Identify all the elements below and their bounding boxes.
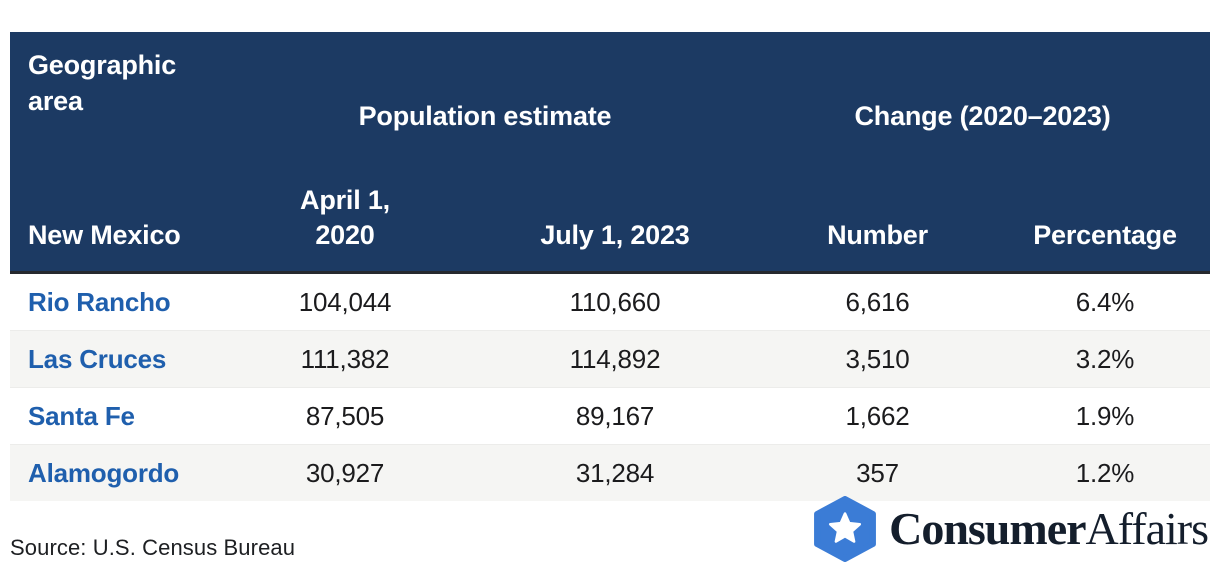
city-cell: Rio Rancho [10,274,215,330]
city-link[interactable]: Rio Rancho [28,286,171,317]
table-row: Las Cruces 111,382 114,892 3,510 3.2% [10,330,1211,387]
pop-2023-cell: 31,284 [475,444,755,501]
change-number-cell: 3,510 [755,330,1000,387]
city-cell: Alamogordo [10,444,215,501]
population-table: Geographic area Population estimate Chan… [10,32,1211,501]
pop-2023-cell: 114,892 [475,330,755,387]
city-cell: Las Cruces [10,330,215,387]
header-july-1-2023: July 1, 2023 [475,155,755,274]
change-percent-cell: 3.2% [1000,330,1211,387]
header-state-new-mexico: New Mexico [10,155,215,274]
change-percent-cell: 1.2% [1000,444,1211,501]
pop-2020-cell: 30,927 [215,444,475,501]
city-link[interactable]: Santa Fe [28,400,135,431]
table-row: Rio Rancho 104,044 110,660 6,616 6.4% [10,274,1211,330]
table-header: Geographic area Population estimate Chan… [10,32,1211,274]
table-row: Santa Fe 87,505 89,167 1,662 1.9% [10,387,1211,444]
city-link[interactable]: Las Cruces [28,343,167,374]
city-link[interactable]: Alamogordo [28,457,180,488]
header-columns-row: New Mexico April 1, 2020 July 1, 2023 Nu… [10,155,1211,274]
logo-text-affairs: Affairs [1085,503,1209,554]
change-number-cell: 357 [755,444,1000,501]
pop-2023-cell: 110,660 [475,274,755,330]
change-number-cell: 1,662 [755,387,1000,444]
table-row: Alamogordo 30,927 31,284 357 1.2% [10,444,1211,501]
header-geographic-area: Geographic area [10,32,215,155]
change-percent-cell: 1.9% [1000,387,1211,444]
consumeraffairs-logo: ConsumerAffairs [814,496,1209,562]
header-april-line2: 2020 [315,220,375,251]
hexagon-star-icon [814,496,877,562]
header-group-row: Geographic area Population estimate Chan… [10,32,1211,155]
header-number: Number [755,155,1000,274]
pop-2020-cell: 87,505 [215,387,475,444]
table-body: Rio Rancho 104,044 110,660 6,616 6.4% La… [10,274,1211,501]
pop-2020-cell: 104,044 [215,274,475,330]
logo-text-consumer: Consumer [889,503,1086,554]
header-population-estimate: Population estimate [215,32,755,155]
pop-2020-cell: 111,382 [215,330,475,387]
logo-wordmark: ConsumerAffairs [889,503,1209,554]
city-cell: Santa Fe [10,387,215,444]
change-percent-cell: 6.4% [1000,274,1211,330]
change-number-cell: 6,616 [755,274,1000,330]
header-change-2020-2023: Change (2020–2023) [755,32,1211,155]
source-note: Source: U.S. Census Bureau [10,535,296,560]
header-april-line1: April 1, [300,184,390,215]
header-percentage: Percentage [1000,155,1211,274]
pop-2023-cell: 89,167 [475,387,755,444]
header-april-1-2020: April 1, 2020 [215,155,475,274]
